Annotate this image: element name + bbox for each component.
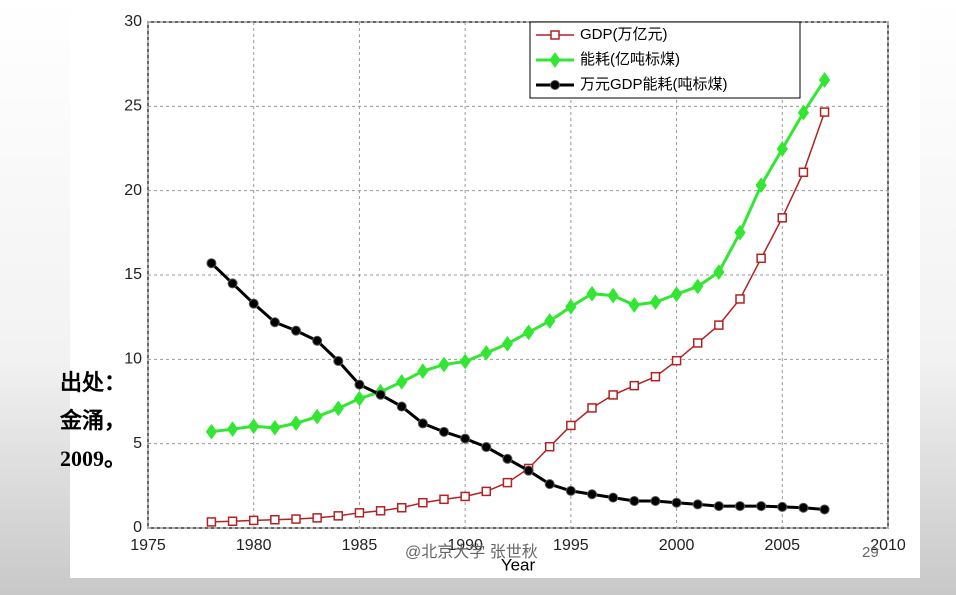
source-note: 出处： [60,370,126,395]
marker [334,512,342,520]
marker [418,419,427,428]
marker [551,81,560,90]
y-tick-label: 15 [124,266,142,283]
marker [672,498,681,507]
marker [207,259,216,268]
marker [651,497,660,506]
marker [355,509,363,517]
marker [715,321,723,329]
marker [820,505,829,514]
marker [482,443,491,452]
marker [419,499,427,507]
y-tick-label: 5 [133,435,142,452]
source-note: 2009。 [60,446,126,471]
marker [440,495,448,503]
marker [651,373,659,381]
marker [313,336,322,345]
marker [313,514,321,522]
legend-label: 能耗(亿吨标煤) [580,51,680,68]
marker [551,31,559,39]
marker [694,339,702,347]
marker [736,502,745,511]
x-tick-label: 1980 [236,537,272,554]
x-tick-label: 1995 [553,537,589,554]
marker [250,516,258,524]
marker [799,503,808,512]
marker [228,279,237,288]
legend-label: 万元GDP能耗(吨标煤) [580,76,728,93]
marker [778,214,786,222]
marker [377,507,385,515]
y-tick-label: 20 [124,182,142,199]
marker [503,479,511,487]
marker [292,515,300,523]
marker [673,357,681,365]
legend: GDP(万亿元) 能耗(亿吨标煤) 万元GDP能耗(吨标煤) [530,22,800,98]
marker [461,434,470,443]
marker [588,490,597,499]
marker [757,254,765,262]
marker [567,421,575,429]
marker [398,504,406,512]
watermark: @北京大学 张世秋 [405,543,538,561]
slide: 0510152025301975198019851990199520002005… [0,0,956,595]
marker [461,492,469,500]
x-tick-label: 2005 [764,537,800,554]
marker [566,486,575,495]
x-tick-label: 2000 [659,537,695,554]
marker [524,466,533,475]
marker [693,500,702,509]
y-tick-label: 10 [124,351,142,368]
marker [714,502,723,511]
marker [757,502,766,511]
marker [270,318,279,327]
marker [778,502,787,511]
marker [229,517,237,525]
marker [207,518,215,526]
marker [609,493,618,502]
marker [546,443,554,451]
page-number: 29 [862,544,879,561]
marker [440,427,449,436]
marker [334,357,343,366]
source-note: 金涌， [59,408,126,433]
marker [588,404,596,412]
marker [249,299,258,308]
x-tick-label: 1985 [342,537,378,554]
marker [503,454,512,463]
y-tick-label: 0 [133,519,142,536]
marker [271,516,279,524]
marker [609,391,617,399]
y-tick-label: 30 [124,13,142,30]
marker [355,380,364,389]
marker [821,108,829,116]
marker [292,326,301,335]
legend-label: GDP(万亿元) [580,26,668,43]
marker [630,497,639,506]
marker [397,402,406,411]
marker [736,295,744,303]
marker [799,168,807,176]
marker [630,382,638,390]
marker [482,487,490,495]
marker [545,480,554,489]
marker [376,390,385,399]
y-tick-label: 25 [124,98,142,115]
x-tick-label: 1975 [130,537,166,554]
